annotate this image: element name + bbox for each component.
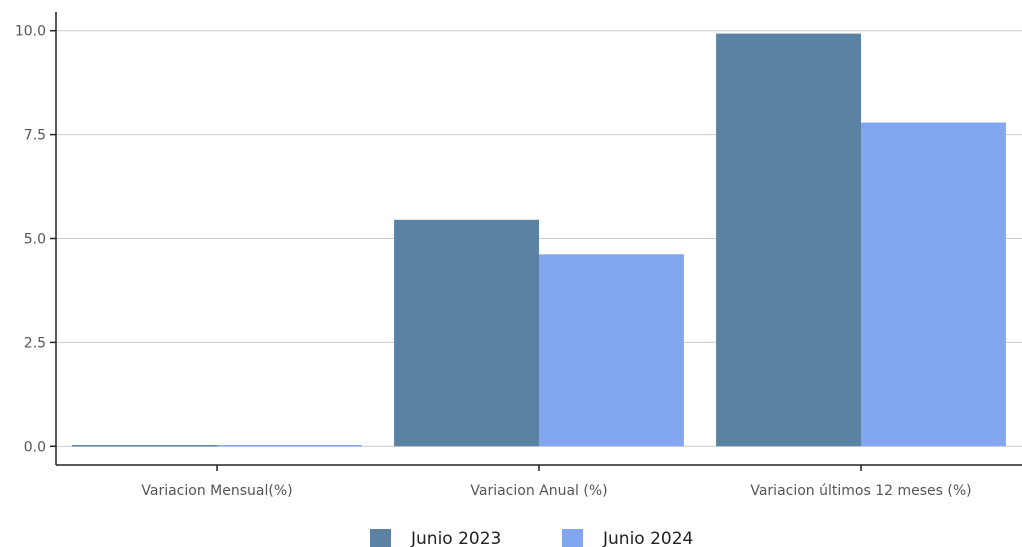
- x-axis-ticks: Variacion Mensual(%) Variacion Anual (%) V…: [141, 465, 972, 499]
- bar-junio-2023-0: [72, 445, 217, 447]
- bars: [72, 33, 1006, 447]
- y-tick-label: 5.0: [24, 232, 46, 248]
- legend-label: Junio 2024: [602, 529, 693, 547]
- bar-junio-2023-1: [394, 219, 539, 447]
- y-tick-label: 10.0: [15, 24, 46, 40]
- y-tick-label: 0.0: [24, 439, 46, 455]
- y-tick-label: 2.5: [24, 335, 46, 351]
- legend-label: Junio 2023: [410, 529, 501, 547]
- x-tick-label: Variacion últimos 12 meses (%): [750, 483, 971, 499]
- bar-junio-2024-2: [861, 122, 1006, 447]
- legend-swatch: [370, 529, 391, 547]
- x-tick-label: Variacion Anual (%): [470, 483, 607, 499]
- x-tick-label: Variacion Mensual(%): [141, 483, 292, 499]
- y-axis-ticks: 0.0 2.5 5.0 7.5 10.0: [15, 24, 56, 455]
- bar-junio-2024-0: [217, 445, 362, 447]
- bar-junio-2024-1: [539, 254, 684, 447]
- bar-junio-2023-2: [716, 33, 861, 447]
- y-tick-label: 7.5: [24, 128, 46, 144]
- legend: Junio 2023 Junio 2024: [370, 529, 693, 547]
- legend-swatch: [562, 529, 583, 547]
